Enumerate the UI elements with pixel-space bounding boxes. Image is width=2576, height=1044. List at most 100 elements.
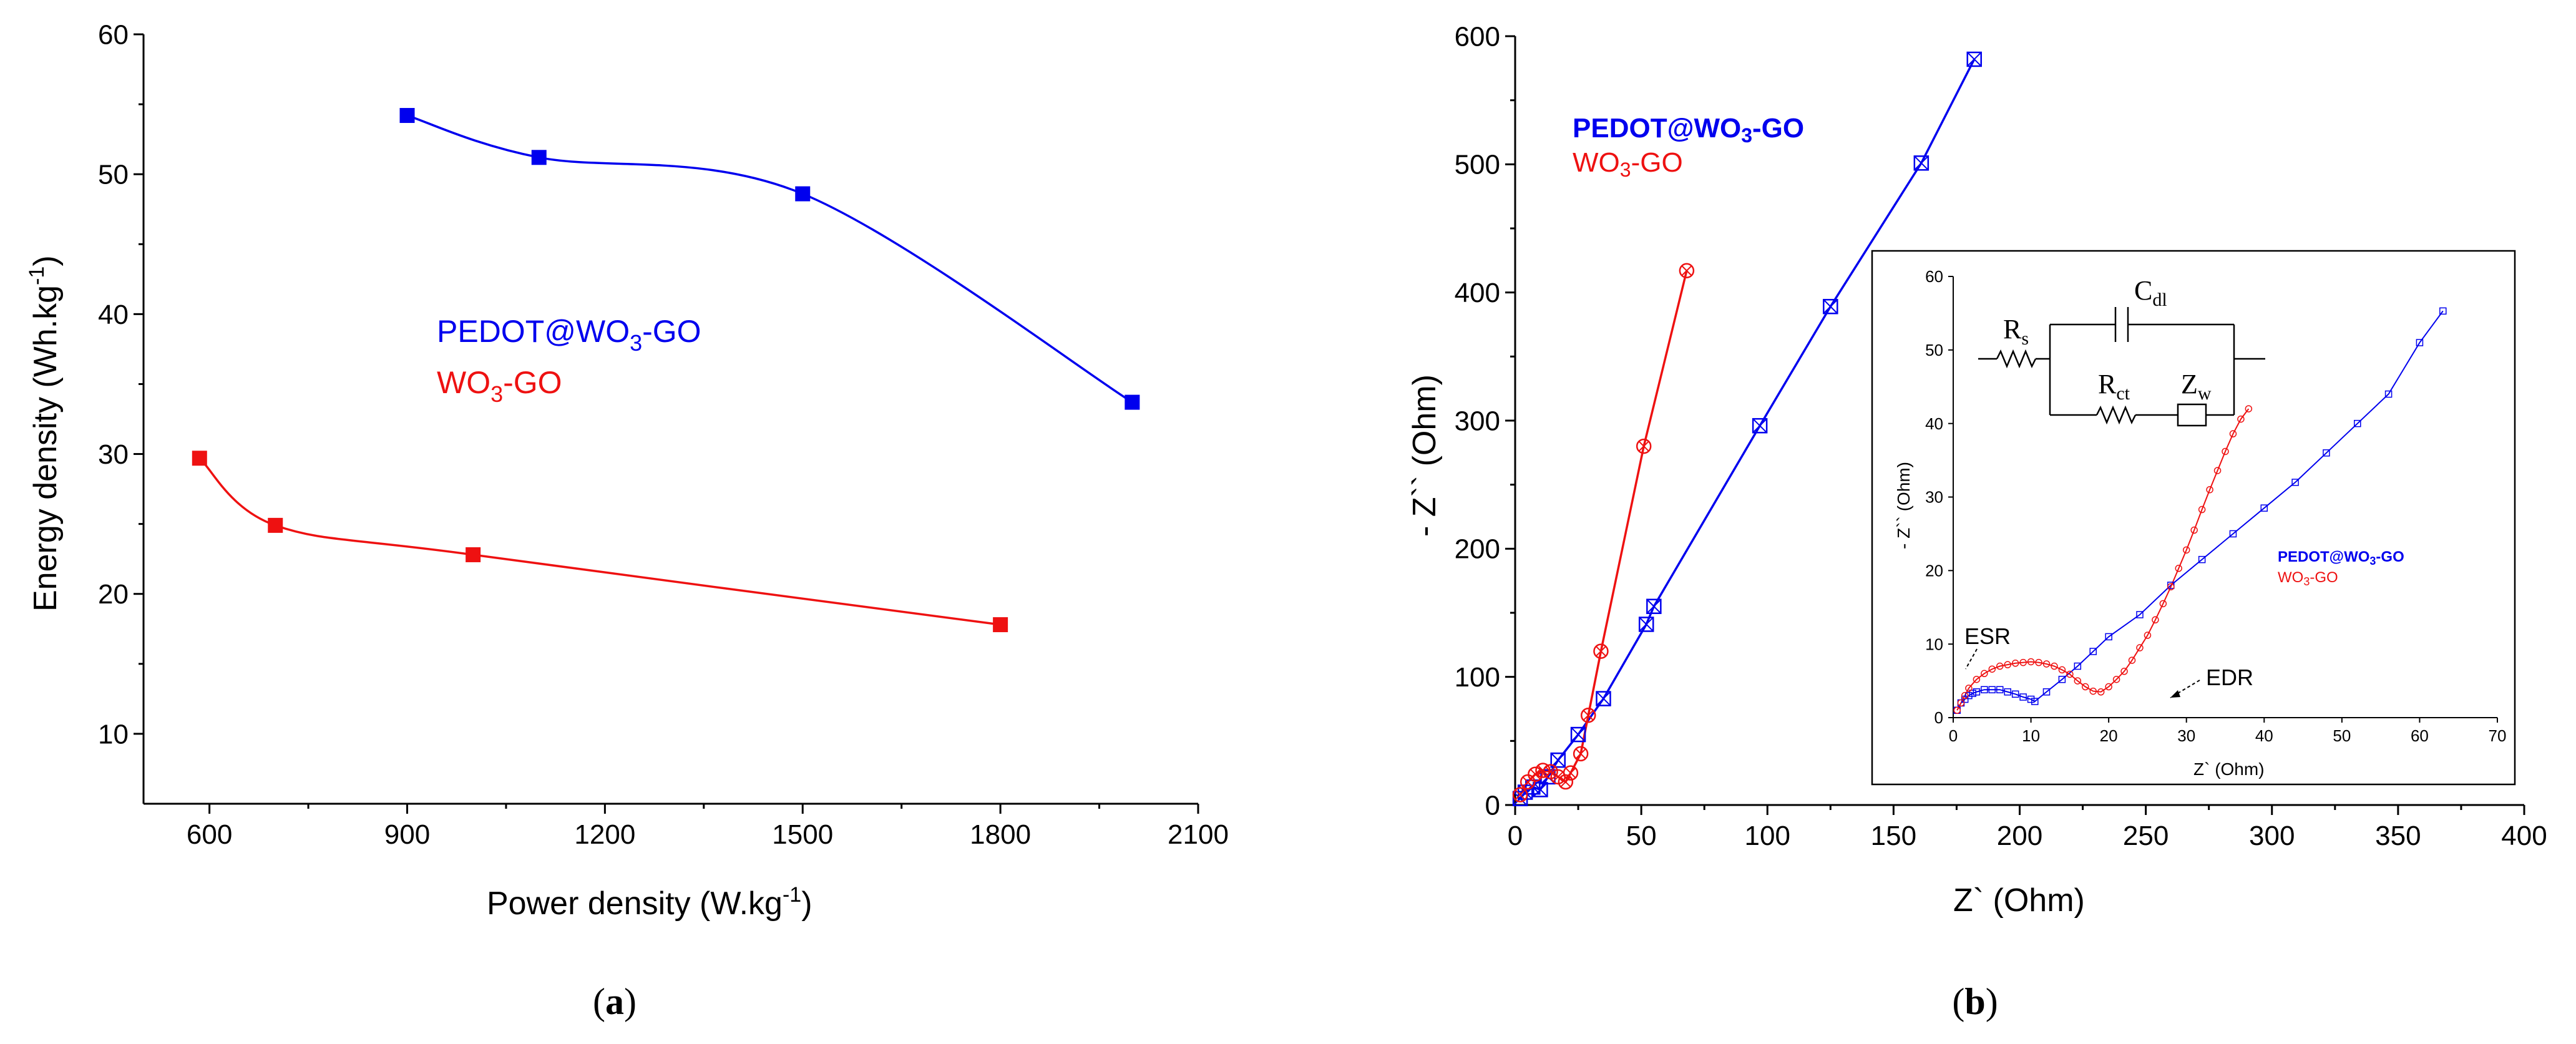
inset-point-0 (2384, 390, 2393, 398)
inset-point-1 (2027, 658, 2035, 666)
panel-b-point-1 (1593, 643, 1609, 659)
x-tick-label: 600 (187, 819, 232, 850)
inset-point-0 (2027, 695, 2035, 703)
y-tick-label: 0 (1485, 790, 1500, 821)
x-tick-label: 900 (384, 819, 430, 850)
inset-point-1 (1953, 706, 1961, 714)
circuit-label-rct: Rct (2098, 369, 2130, 404)
inset-point-1 (2222, 447, 2229, 456)
inset-point-1 (2144, 632, 2152, 639)
panel-b-point-cross-0 (1596, 691, 1611, 706)
panel-a-point-1 (466, 547, 481, 562)
inset-point-0 (1969, 690, 1976, 697)
y-tick-label: 30 (1925, 488, 1943, 507)
panel-b-point-0 (1823, 299, 1838, 315)
inset-point-0 (2058, 675, 2066, 683)
y-tick-label: 20 (98, 579, 129, 610)
panel-b-point-cross-1 (1595, 645, 1607, 657)
panel-b-point-cross-0 (1823, 299, 1838, 314)
inset-point-0 (1961, 695, 1969, 703)
panel-b-curve-1 (1519, 270, 1688, 796)
panel-b-point-0 (1638, 617, 1654, 632)
y-tick-label: 500 (1455, 150, 1500, 180)
x-tick-label: 20 (2100, 726, 2118, 745)
panel-a-curves (198, 114, 1133, 626)
inset-point-1 (2206, 485, 2213, 494)
inset-point-1 (2245, 405, 2253, 412)
inset-point-0 (2031, 698, 2039, 705)
y-tick-label: 200 (1455, 534, 1500, 565)
panel-a-point-0 (399, 108, 415, 124)
inset-point-0 (2136, 611, 2144, 618)
inset-point-1 (2042, 660, 2051, 668)
panel-b-point-cross-0 (1533, 782, 1548, 798)
inset-point-1 (2198, 505, 2206, 514)
circuit-label-zw: Zw (2181, 369, 2212, 404)
inset-ticks: 0 10 20 30 40 50 60 70 0 10 20 30 40 50 60 (1925, 267, 2506, 745)
x-tick-label: 10 (2022, 726, 2040, 745)
inset-point-1 (2120, 668, 2128, 675)
inset-point-0 (2019, 693, 2027, 701)
inset-point-0 (1988, 686, 1996, 693)
inset-point-1 (2229, 430, 2237, 437)
panel-a-point-1 (268, 517, 283, 533)
inset-point-1 (2074, 677, 2082, 685)
inset-point-0 (1981, 686, 1988, 693)
inset-point-0 (2089, 648, 2097, 655)
y-tick-label: 10 (98, 719, 129, 749)
inset-point-0 (2042, 688, 2051, 696)
inset-point-0 (2074, 662, 2082, 670)
panel-b: 0 50 100 150 200 250 300 350 4000100200300400500… (1407, 21, 2547, 1022)
inset-point-1 (2004, 661, 2011, 668)
panel-a-point-0 (795, 186, 811, 202)
inset-circuit (1978, 307, 2265, 427)
panel-a-point-0 (531, 150, 547, 165)
panel-b-x-axis-label: Z` (Ohm) (1953, 882, 2085, 919)
panel-b-y-axis-label: - Z`` (Ohm) (1407, 374, 1443, 537)
inset-esr-arrow (1965, 648, 1978, 670)
inset-point-1 (1957, 699, 1965, 707)
x-tick-label: 350 (2375, 821, 2421, 851)
inset-x-axis-label: Z` (Ohm) (2193, 759, 2265, 779)
inset-point-0 (2004, 688, 2011, 696)
circuit-label-rs: Rs (2003, 314, 2029, 349)
panel-b-point-0 (1752, 417, 1768, 434)
inset-point-1 (2152, 616, 2159, 624)
panel-b-legend-pedot: PEDOT@WO3-GO (1573, 113, 1804, 147)
inset-point-1 (1996, 662, 2004, 670)
x-tick-label: 0 (1949, 726, 1958, 745)
panel-b-point-cross-1 (1565, 767, 1576, 779)
inset-point-1 (2136, 644, 2144, 651)
inset-point-0 (1965, 691, 1973, 700)
inset-point-1 (2051, 662, 2058, 670)
y-tick-label: 30 (98, 439, 129, 470)
y-tick-label: 60 (98, 19, 129, 50)
panel-b-point-0 (1646, 598, 1662, 614)
y-tick-label: 40 (98, 300, 129, 330)
panel-a-point-0 (1125, 394, 1140, 410)
y-tick-label: 50 (1925, 341, 1943, 359)
panel-b-caption: (b) (1952, 981, 1998, 1022)
x-tick-label: 30 (2177, 726, 2195, 745)
panel-b-point-0 (1913, 155, 1930, 171)
inset-annotation-esr: ESR (1964, 623, 2011, 649)
x-tick-label: 40 (2255, 726, 2273, 745)
inset-point-0 (2229, 530, 2237, 538)
inset-point-1 (2213, 467, 2222, 474)
inset-point-1 (2128, 656, 2136, 664)
panel-b-point-cross-1 (1638, 441, 1649, 452)
x-tick-label: 50 (2333, 726, 2351, 745)
inset-point-1 (2182, 546, 2190, 554)
y-tick-label: 600 (1455, 21, 1500, 52)
inset-point-0 (2105, 633, 2112, 641)
x-tick-label: 250 (2123, 821, 2169, 851)
inset-curve-1 (1956, 408, 2250, 711)
inset-edr-arrowhead (2170, 690, 2180, 698)
panel-b-point-cross-0 (1967, 52, 1982, 67)
panel-b-point-1 (1512, 787, 1528, 803)
inset-point-0 (2323, 449, 2330, 457)
panel-b-point-cross-1 (1544, 766, 1556, 778)
panel-b-point-cross-1 (1575, 748, 1586, 759)
x-tick-label: 2100 (1168, 819, 1229, 850)
panel-a-legend-wo3: WO3-GO (437, 365, 562, 407)
